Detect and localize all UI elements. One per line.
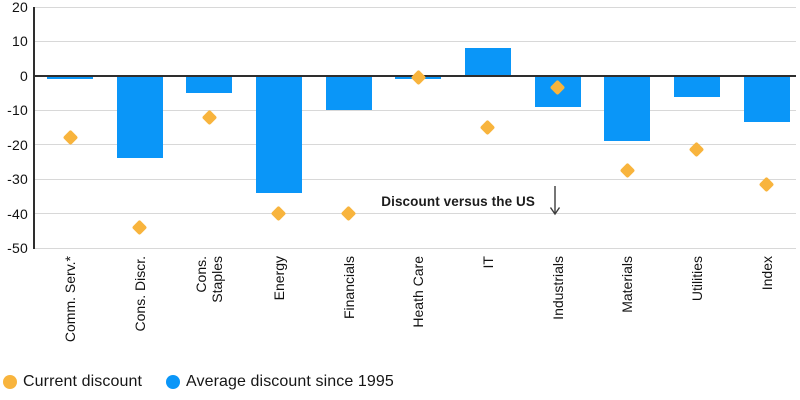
annotation-discount-versus-us: Discount versus the US <box>366 186 562 216</box>
gridline--20 <box>34 144 796 146</box>
bar-it <box>464 48 511 76</box>
legend-label: Current discount <box>23 373 142 390</box>
x-label-utilities: Utilities <box>688 256 705 302</box>
x-label-index: Index <box>758 256 775 291</box>
x-label-it: IT <box>479 256 496 269</box>
diamond-cons-discr <box>131 219 148 236</box>
gridline--10 <box>34 109 796 111</box>
y-tick-label--40: -40 <box>7 205 28 222</box>
x-label-heath-care: Heath Care <box>410 256 427 328</box>
legend-item-average-discount: Average discount since 1995 <box>166 373 394 391</box>
bar-cons-discr <box>116 75 163 159</box>
y-tick-label-10: 10 <box>12 33 28 50</box>
bar-materials <box>604 75 651 142</box>
diamond-materials <box>619 162 635 179</box>
x-label-comm-serv: Comm. Serv.* <box>62 256 78 343</box>
y-axis-line <box>33 7 35 249</box>
diamond-energy <box>271 205 287 222</box>
gridline-10 <box>34 40 796 42</box>
y-tick-label-20: 20 <box>12 0 28 15</box>
bar-financials <box>325 75 372 111</box>
bar-comm-serv <box>47 75 93 80</box>
y-tick-label-0: 0 <box>20 67 28 84</box>
diamond-financials <box>340 205 357 222</box>
down-arrow-icon <box>549 186 561 216</box>
annotation-text: Discount versus the US <box>381 193 535 209</box>
diamond-cons-staples <box>201 109 218 125</box>
gridline-20 <box>34 6 796 8</box>
legend-item-current-discount: Current discount <box>3 373 142 391</box>
gridline--50 <box>34 247 796 249</box>
y-tick-label--20: -20 <box>7 136 28 153</box>
x-label-financials: Financials <box>340 256 357 320</box>
y-tick-label--10: -10 <box>7 102 28 119</box>
chart-legend: Current discount Average discount since … <box>3 370 394 394</box>
bar-utilities <box>673 75 720 97</box>
bar-index <box>743 75 790 123</box>
gridline--40 <box>34 213 796 215</box>
legend-label: Average discount since 1995 <box>186 373 394 390</box>
bar-energy <box>255 75 302 193</box>
diamond-it <box>480 119 496 136</box>
bar-cons-staples <box>186 75 233 94</box>
average-discount-dot-icon <box>166 375 180 389</box>
current-discount-dot-icon <box>3 375 17 389</box>
x-label-industrials: Industrials <box>549 256 566 320</box>
gridline--30 <box>34 178 796 180</box>
x-label-materials: Materials <box>619 256 636 313</box>
x-label-cons-discr: Cons. Discr. <box>131 256 148 332</box>
x-label-energy: Energy <box>270 256 287 301</box>
y-tick-label--50: -50 <box>7 240 28 256</box>
y-tick-label--30: -30 <box>7 171 28 188</box>
diamond-heath-care <box>410 69 427 86</box>
x-label-cons-staples: Cons. Staples <box>193 256 226 303</box>
